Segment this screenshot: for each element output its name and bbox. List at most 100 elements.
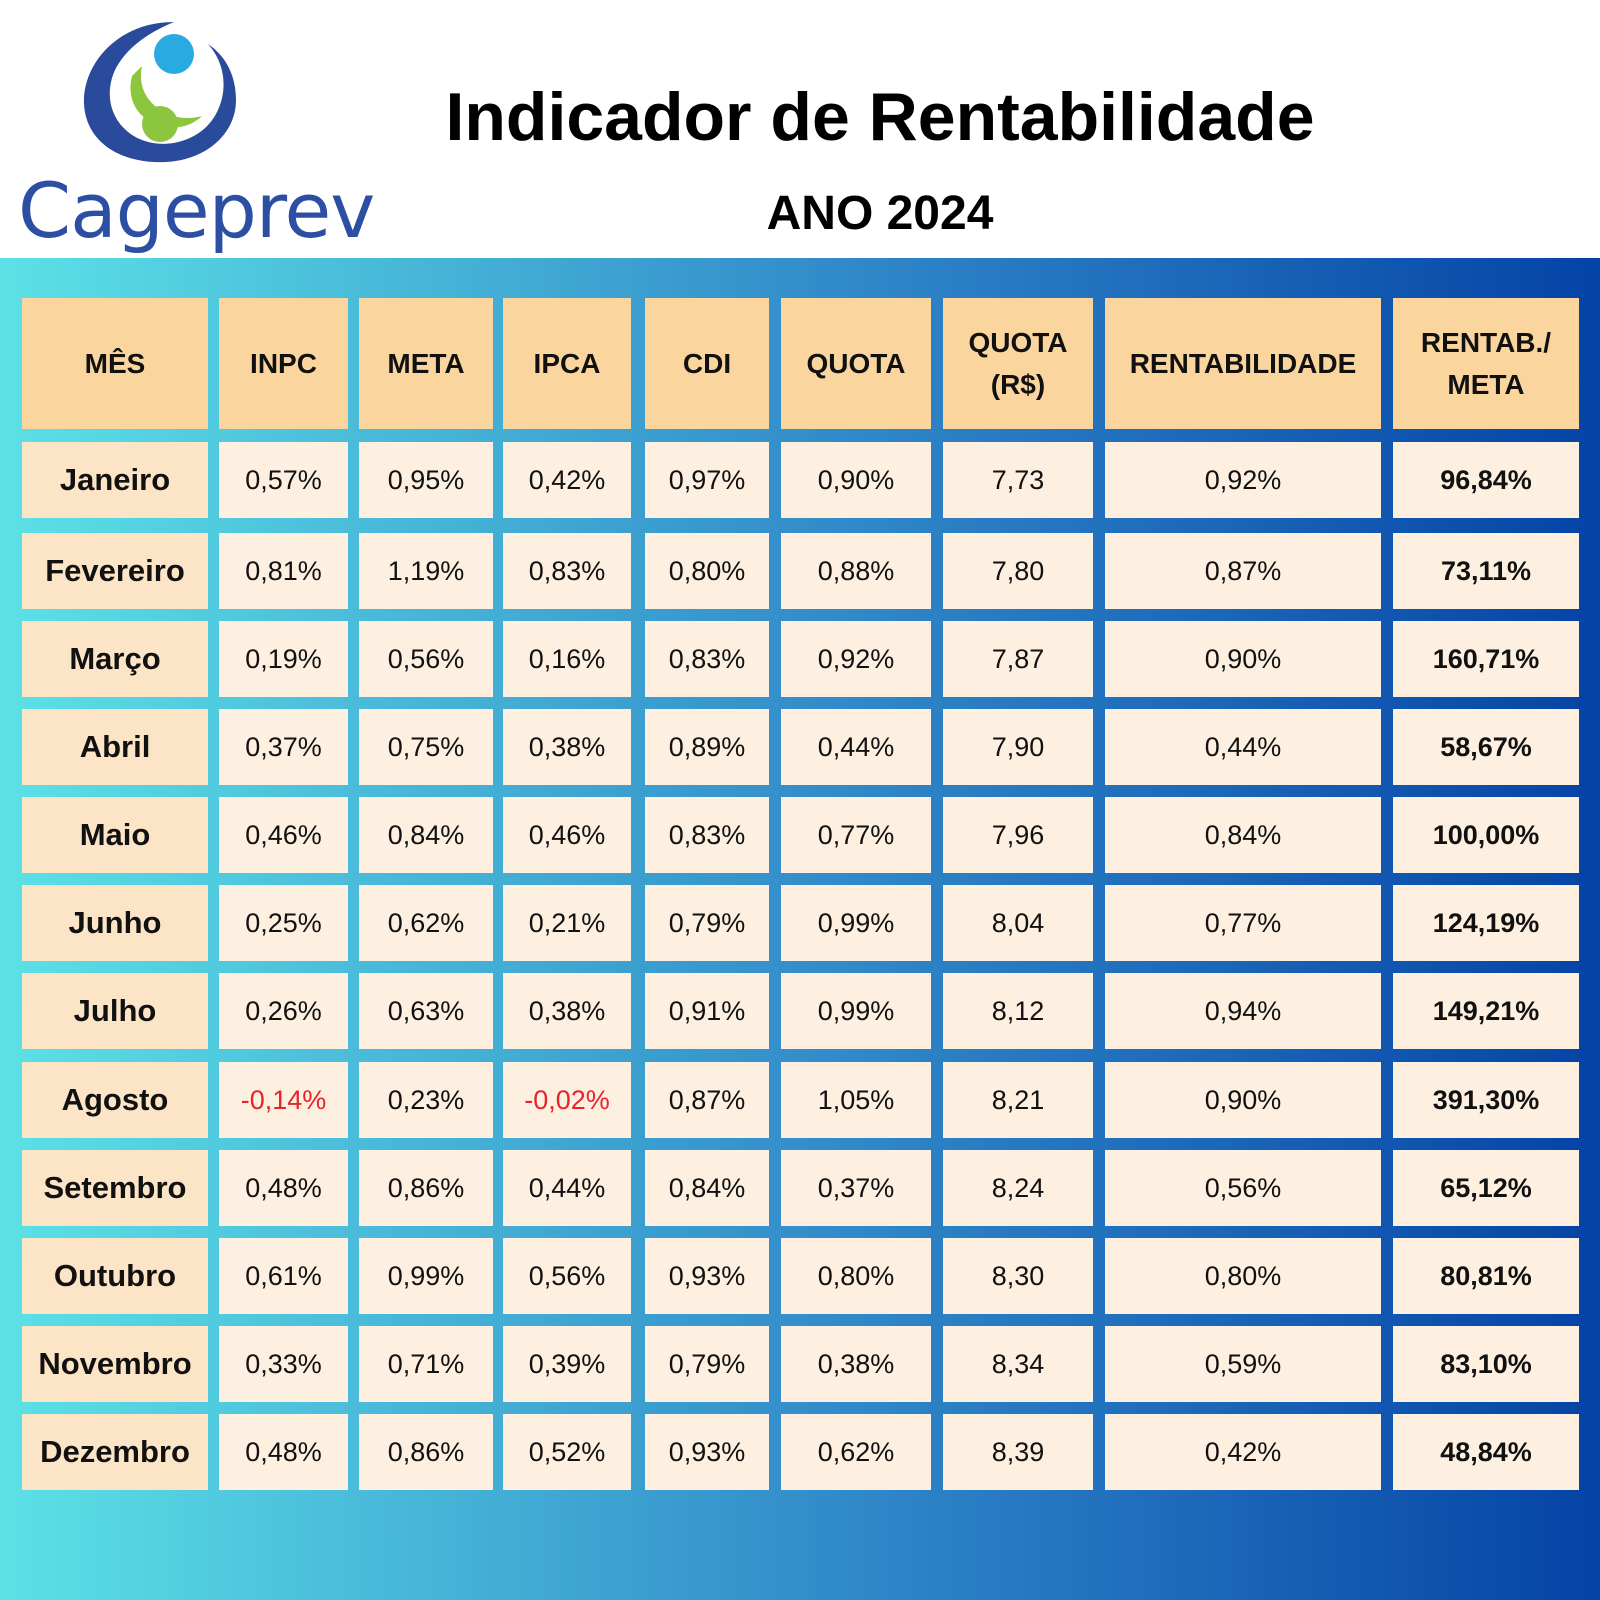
cell-cdi: 0,91% [645, 973, 769, 1049]
cell-inpc: 0,57% [219, 442, 348, 518]
cell-quota-rs: 7,87 [943, 621, 1093, 697]
cell-quota: 0,77% [781, 797, 931, 873]
cell-inpc: 0,26% [219, 973, 348, 1049]
cell-ipca: 0,39% [503, 1326, 631, 1402]
cell-rentabilidade: 0,77% [1105, 885, 1381, 961]
column-header-mes: MÊS [22, 298, 208, 429]
cell-ipca: 0,46% [503, 797, 631, 873]
cell-quota: 0,99% [781, 973, 931, 1049]
cell-rentabilidade: 0,94% [1105, 973, 1381, 1049]
cell-cdi: 0,84% [645, 1150, 769, 1226]
cell-meta: 0,84% [359, 797, 493, 873]
cell-meta: 1,19% [359, 533, 493, 609]
cell-quota: 0,88% [781, 533, 931, 609]
cell-rentab-meta: 100,00% [1393, 797, 1579, 873]
column-header-meta: META [359, 298, 493, 429]
month-label: Agosto [22, 1062, 208, 1138]
cell-ipca: 0,42% [503, 442, 631, 518]
cell-quota-rs: 8,39 [943, 1414, 1093, 1490]
month-label: Dezembro [22, 1414, 208, 1490]
cell-ipca: 0,38% [503, 973, 631, 1049]
column-header-rentab-meta: RENTAB./ META [1393, 298, 1579, 429]
page-title: Indicador de Rentabilidade [445, 79, 1315, 155]
cell-cdi: 0,93% [645, 1414, 769, 1490]
month-label: Setembro [22, 1150, 208, 1226]
cell-inpc: 0,48% [219, 1414, 348, 1490]
cell-quota: 0,38% [781, 1326, 931, 1402]
cell-quota-rs: 7,80 [943, 533, 1093, 609]
cell-cdi: 0,79% [645, 1326, 769, 1402]
cell-quota-rs: 7,96 [943, 797, 1093, 873]
cell-quota: 0,62% [781, 1414, 931, 1490]
cell-rentabilidade: 0,80% [1105, 1238, 1381, 1314]
cell-rentab-meta: 96,84% [1393, 442, 1579, 518]
cell-cdi: 0,79% [645, 885, 769, 961]
cell-meta: 0,95% [359, 442, 493, 518]
brand-name: Cageprev [18, 166, 375, 255]
cell-inpc: 0,81% [219, 533, 348, 609]
cell-quota-rs: 8,04 [943, 885, 1093, 961]
cell-quota-rs: 8,34 [943, 1326, 1093, 1402]
cell-rentab-meta: 65,12% [1393, 1150, 1579, 1226]
column-header-inpc: INPC [219, 298, 348, 429]
cell-quota-rs: 7,73 [943, 442, 1093, 518]
cell-rentab-meta: 149,21% [1393, 973, 1579, 1049]
cell-quota: 1,05% [781, 1062, 931, 1138]
table-panel: MÊS INPC META IPCA CDI QUOTA QUOTA (R$) RENTABI… [0, 258, 1600, 1600]
cageprev-logo: Cageprev [14, 16, 375, 255]
month-label: Março [22, 621, 208, 697]
logo-mark-icon [83, 22, 236, 163]
cell-rentab-meta: 83,10% [1393, 1326, 1579, 1402]
month-label: Janeiro [22, 442, 208, 518]
column-header-quota-rs: QUOTA (R$) [943, 298, 1093, 429]
cell-quota-rs: 8,24 [943, 1150, 1093, 1226]
cell-quota: 0,80% [781, 1238, 931, 1314]
cell-rentab-meta: 73,11% [1393, 533, 1579, 609]
cell-meta: 0,62% [359, 885, 493, 961]
cell-quota-rs: 8,12 [943, 973, 1093, 1049]
cell-ipca: 0,52% [503, 1414, 631, 1490]
cell-rentabilidade: 0,92% [1105, 442, 1381, 518]
column-header-rentabilidade: RENTABILIDADE [1105, 298, 1381, 429]
month-label: Maio [22, 797, 208, 873]
cell-meta: 0,23% [359, 1062, 493, 1138]
cell-inpc: 0,19% [219, 621, 348, 697]
cell-cdi: 0,80% [645, 533, 769, 609]
cell-rentab-meta: 160,71% [1393, 621, 1579, 697]
month-label: Abril [22, 709, 208, 785]
cell-cdi: 0,97% [645, 442, 769, 518]
cell-rentabilidade: 0,90% [1105, 1062, 1381, 1138]
cell-rentab-meta: 80,81% [1393, 1238, 1579, 1314]
cell-rentab-meta: 58,67% [1393, 709, 1579, 785]
cell-inpc: 0,37% [219, 709, 348, 785]
cell-ipca: -0,02% [503, 1062, 631, 1138]
cell-inpc: 0,48% [219, 1150, 348, 1226]
cell-rentabilidade: 0,87% [1105, 533, 1381, 609]
cell-quota: 0,92% [781, 621, 931, 697]
cell-inpc: 0,46% [219, 797, 348, 873]
cell-rentab-meta: 48,84% [1393, 1414, 1579, 1490]
cell-ipca: 0,38% [503, 709, 631, 785]
cell-inpc: 0,33% [219, 1326, 348, 1402]
cell-meta: 0,75% [359, 709, 493, 785]
cell-meta: 0,56% [359, 621, 493, 697]
column-header-cdi: CDI [645, 298, 769, 429]
cell-ipca: 0,56% [503, 1238, 631, 1314]
cell-quota-rs: 8,21 [943, 1062, 1093, 1138]
cell-cdi: 0,87% [645, 1062, 769, 1138]
cell-rentabilidade: 0,84% [1105, 797, 1381, 873]
cell-rentabilidade: 0,59% [1105, 1326, 1381, 1402]
cell-meta: 0,86% [359, 1150, 493, 1226]
cell-inpc: -0,14% [219, 1062, 348, 1138]
cell-cdi: 0,83% [645, 621, 769, 697]
cell-quota: 0,37% [781, 1150, 931, 1226]
cell-meta: 0,99% [359, 1238, 493, 1314]
cell-rentabilidade: 0,44% [1105, 709, 1381, 785]
header: Cageprev Indicador de Rentabilidade ANO … [0, 0, 1600, 258]
cell-ipca: 0,44% [503, 1150, 631, 1226]
month-label: Outubro [22, 1238, 208, 1314]
cell-ipca: 0,21% [503, 885, 631, 961]
column-header-quota: QUOTA [781, 298, 931, 429]
cell-meta: 0,63% [359, 973, 493, 1049]
cell-cdi: 0,83% [645, 797, 769, 873]
